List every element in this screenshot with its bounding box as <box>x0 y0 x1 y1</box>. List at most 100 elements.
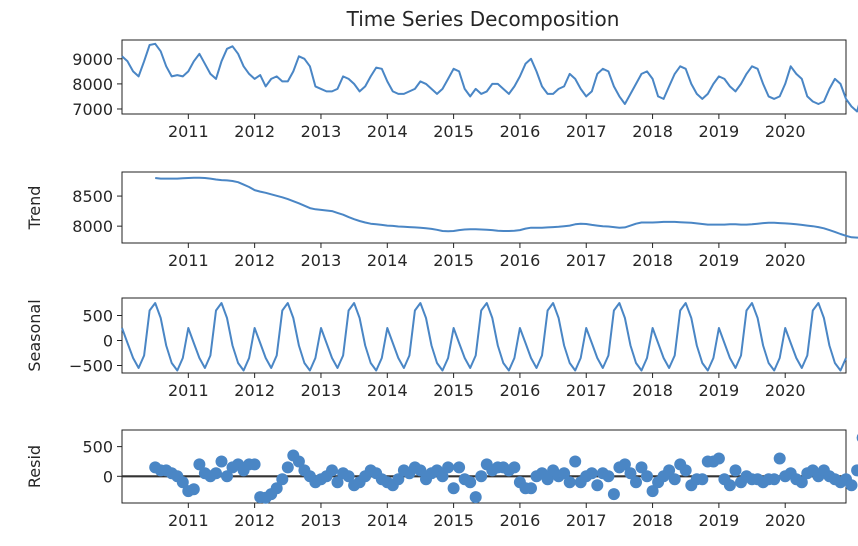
resid-point <box>193 458 206 471</box>
resid-point <box>215 455 228 468</box>
resid-ytick-label: 0 <box>103 467 113 486</box>
resid-point <box>525 482 537 495</box>
resid-point <box>392 473 405 486</box>
seasonal-panel: −500 0 500 2011 2012 2013 2014 2015 2016 2017 2018… <box>25 297 847 400</box>
resid-point <box>646 485 659 498</box>
resid-ytick-label: 500 <box>82 438 113 457</box>
observed-xtick-label: 2016 <box>500 122 541 141</box>
resid-xtick-label: 2013 <box>301 511 342 530</box>
observed-series-line <box>121 42 858 113</box>
resid-point <box>541 473 554 486</box>
resid-point <box>641 470 653 483</box>
chart-title: Time Series Decomposition <box>346 7 620 31</box>
seasonal-xtick-label: 2011 <box>168 381 209 400</box>
resid-point <box>607 488 620 501</box>
observed-ytick-label: 7000 <box>72 100 113 119</box>
resid-point <box>414 464 427 477</box>
trend-xtick-label: 2013 <box>301 251 342 270</box>
seasonal-ytick-label: 0 <box>103 332 113 351</box>
observed-xtick-label: 2015 <box>433 122 474 141</box>
resid-point <box>469 491 482 504</box>
resid-point <box>618 458 631 471</box>
resid-point <box>475 470 488 483</box>
resid-point <box>635 461 648 474</box>
trend-xtick-label: 2016 <box>500 251 541 270</box>
trend-xtick-label: 2012 <box>234 251 275 270</box>
resid-xtick-label: 2011 <box>168 511 209 530</box>
trend-xtick-label: 2020 <box>765 251 806 270</box>
trend-xtick-label: 2018 <box>632 251 673 270</box>
observed-xtick-label: 2012 <box>234 122 275 141</box>
resid-point <box>591 479 604 492</box>
observed-panel: 7000 8000 9000 2011 2012 2013 2014 2015 2016 2017… <box>72 39 858 141</box>
resid-point <box>768 473 781 486</box>
observed-ytick-label: 8000 <box>72 75 113 94</box>
resid-panel: 0 500 2011 2012 2013 2014 2015 2016 2017 2018 2019… <box>25 429 858 530</box>
trend-ytick-label: 8500 <box>72 187 113 206</box>
trend-xtick-label: 2011 <box>168 251 209 270</box>
resid-point <box>331 476 344 489</box>
seasonal-xtick-label: 2013 <box>301 381 342 400</box>
seasonal-xtick-label: 2017 <box>566 381 607 400</box>
resid-point <box>292 455 305 468</box>
resid-xtick-label: 2019 <box>699 511 740 530</box>
resid-xtick-label: 2017 <box>566 511 607 530</box>
trend-xtick-label: 2015 <box>433 251 474 270</box>
resid-axes-frame <box>121 429 847 504</box>
resid-point <box>176 476 189 489</box>
resid-point <box>326 464 338 477</box>
seasonal-ytick-label: −500 <box>69 357 113 376</box>
observed-xtick-label: 2020 <box>765 122 806 141</box>
resid-point <box>342 470 355 483</box>
seasonal-series-line <box>121 302 847 372</box>
trend-xtick-label: 2017 <box>566 251 607 270</box>
resid-point <box>723 479 736 492</box>
resid-point <box>453 461 466 474</box>
observed-xtick-label: 2011 <box>168 122 209 141</box>
resid-point <box>679 464 692 477</box>
resid-xtick-label: 2018 <box>632 511 673 530</box>
trend-axes-frame <box>121 171 847 244</box>
resid-point <box>276 473 289 486</box>
resid-point <box>464 476 477 489</box>
resid-point <box>624 467 637 480</box>
resid-point <box>436 470 449 483</box>
resid-point <box>508 461 521 474</box>
resid-point <box>663 464 676 477</box>
trend-panel: 8000 8500 2011 2012 2013 2014 2015 2016 2017 2018… <box>25 171 858 270</box>
resid-ylabel: Resid <box>25 445 44 488</box>
resid-point <box>187 483 200 496</box>
resid-point <box>668 473 681 486</box>
seasonal-axes-frame <box>121 297 847 374</box>
observed-xtick-label: 2019 <box>699 122 740 141</box>
seasonal-xtick-label: 2018 <box>632 381 673 400</box>
resid-point <box>845 479 858 492</box>
resid-xtick-label: 2012 <box>234 511 275 530</box>
resid-xtick-label: 2020 <box>765 511 806 530</box>
observed-ytick-label: 9000 <box>72 50 113 69</box>
seasonal-xtick-label: 2015 <box>433 381 474 400</box>
resid-xtick-label: 2014 <box>367 511 408 530</box>
observed-axes-frame <box>121 39 847 115</box>
seasonal-ylabel: Seasonal <box>25 299 44 371</box>
observed-xtick-label: 2013 <box>301 122 342 141</box>
resid-point <box>210 467 222 480</box>
seasonal-xtick-label: 2014 <box>367 381 408 400</box>
resid-point <box>630 476 642 489</box>
seasonal-ytick-label: 500 <box>82 307 113 326</box>
resid-point <box>248 458 261 471</box>
resid-xtick-label: 2016 <box>500 511 541 530</box>
resid-point <box>281 461 294 474</box>
resid-point <box>585 467 598 480</box>
seasonal-xtick-label: 2019 <box>699 381 740 400</box>
seasonal-xtick-label: 2012 <box>234 381 275 400</box>
resid-point <box>558 467 571 480</box>
trend-xtick-label: 2019 <box>699 251 740 270</box>
trend-ylabel: Trend <box>25 186 44 231</box>
resid-point <box>602 470 615 483</box>
resid-point <box>221 470 233 483</box>
seasonal-xtick-label: 2020 <box>765 381 806 400</box>
resid-point <box>795 476 808 489</box>
observed-xtick-label: 2017 <box>566 122 607 141</box>
